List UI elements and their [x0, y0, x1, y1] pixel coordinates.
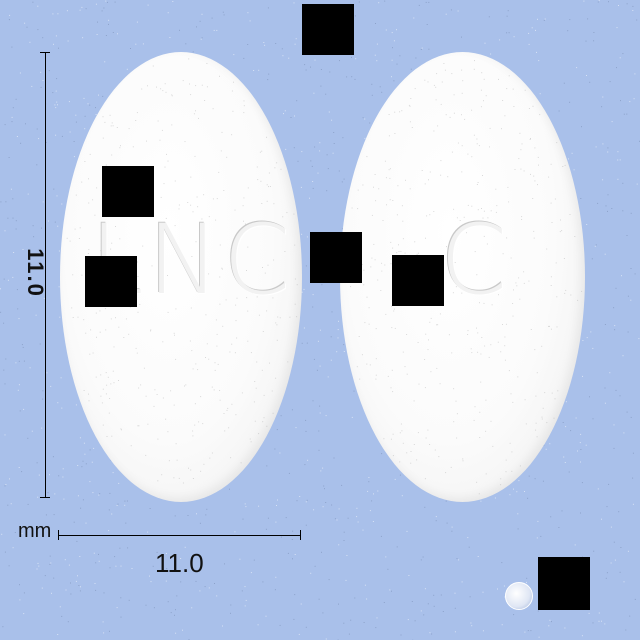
redaction-block [85, 256, 137, 307]
redaction-block [302, 4, 354, 55]
width-dimension-line [58, 535, 301, 536]
redaction-block [102, 166, 154, 217]
height-dimension-tick [40, 52, 50, 53]
height-dimension-tick [40, 497, 50, 498]
redaction-block [538, 557, 590, 610]
width-dimension-label: 11.0 [155, 548, 204, 578]
circle-logo-icon [505, 582, 533, 610]
redaction-block [392, 255, 444, 306]
redaction-block [310, 232, 362, 283]
height-dimension-label: 11.0 [22, 248, 48, 298]
unit-label: mm [18, 520, 52, 542]
height-dimension-line [45, 52, 46, 497]
width-dimension-tick [300, 530, 301, 540]
width-dimension-tick [58, 530, 59, 540]
right-tablet-imprint: C [440, 204, 512, 316]
right-tablet [340, 52, 585, 502]
